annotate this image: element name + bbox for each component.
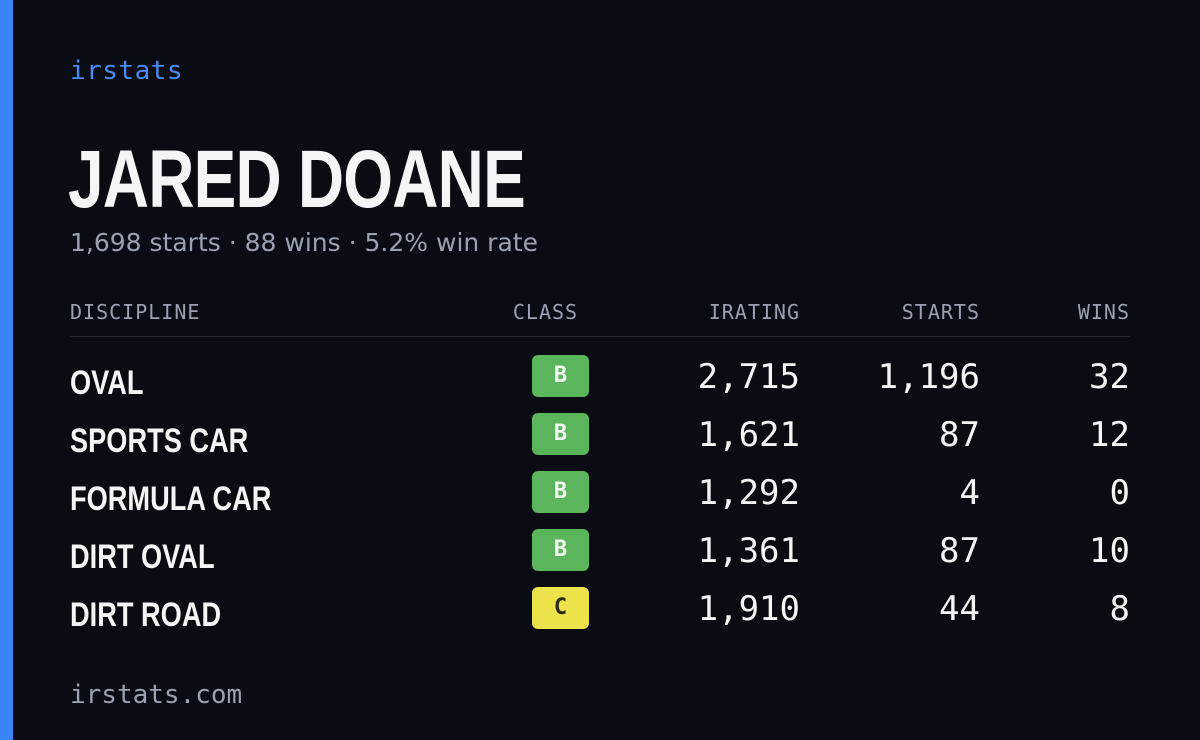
- column-header-wins: WINS: [1077, 300, 1130, 324]
- table-header-row: DISCIPLINE CLASS IRATING STARTS WINS: [70, 296, 1130, 337]
- class-badge: B: [532, 355, 589, 397]
- summary-win-rate: 5.2% win rate: [364, 228, 538, 257]
- class-badge: B: [532, 529, 589, 571]
- summary-wins: 88 wins: [244, 228, 341, 257]
- table-row: FORMULA CAR B 1,292 4 0: [70, 469, 1130, 527]
- wins-cell: 32: [1089, 357, 1130, 397]
- summary-starts: 1,698 starts: [70, 228, 221, 257]
- summary-separator: ·: [348, 228, 357, 257]
- discipline-cell: DIRT ROAD: [70, 596, 222, 634]
- table-row: DIRT ROAD C 1,910 44 8: [70, 585, 1130, 643]
- starts-cell: 87: [939, 531, 980, 571]
- stats-table: DISCIPLINE CLASS IRATING STARTS WINS OVA…: [70, 296, 1130, 643]
- column-header-class: CLASS: [512, 300, 579, 324]
- irating-cell: 1,910: [697, 589, 800, 629]
- irating-cell: 1,361: [697, 531, 800, 571]
- discipline-cell: FORMULA CAR: [70, 480, 272, 518]
- player-name: JARED DOANE: [68, 134, 526, 225]
- wins-cell: 12: [1089, 415, 1130, 455]
- starts-cell: 4: [959, 473, 980, 513]
- wins-cell: 8: [1109, 589, 1130, 629]
- starts-cell: 1,196: [877, 357, 980, 397]
- column-header-discipline: DISCIPLINE: [70, 300, 201, 324]
- summary-separator: ·: [228, 228, 237, 257]
- starts-cell: 44: [939, 589, 980, 629]
- class-badge: B: [532, 471, 589, 513]
- discipline-cell: SPORTS CAR: [70, 422, 249, 460]
- wins-cell: 10: [1089, 531, 1130, 571]
- irating-cell: 2,715: [697, 357, 800, 397]
- starts-cell: 87: [939, 415, 980, 455]
- discipline-cell: OVAL: [70, 364, 144, 402]
- class-badge: B: [532, 413, 589, 455]
- table-row: OVAL B 2,715 1,196 32: [70, 353, 1130, 411]
- table-row: SPORTS CAR B 1,621 87 12: [70, 411, 1130, 469]
- irating-cell: 1,621: [697, 415, 800, 455]
- player-summary: 1,698 starts · 88 wins · 5.2% win rate: [70, 228, 538, 257]
- table-row: DIRT OVAL B 1,361 87 10: [70, 527, 1130, 585]
- column-header-irating: IRATING: [708, 300, 800, 324]
- discipline-cell: DIRT OVAL: [70, 538, 215, 576]
- column-header-starts: STARTS: [901, 300, 980, 324]
- irating-cell: 1,292: [697, 473, 800, 513]
- class-badge: C: [532, 587, 589, 629]
- table-body: OVAL B 2,715 1,196 32 SPORTS CAR B 1,621…: [70, 353, 1130, 643]
- accent-bar: [0, 0, 13, 740]
- wins-cell: 0: [1109, 473, 1130, 513]
- footer-site-link[interactable]: irstats.com: [70, 680, 243, 710]
- brand-logo-text: irstats: [70, 56, 184, 86]
